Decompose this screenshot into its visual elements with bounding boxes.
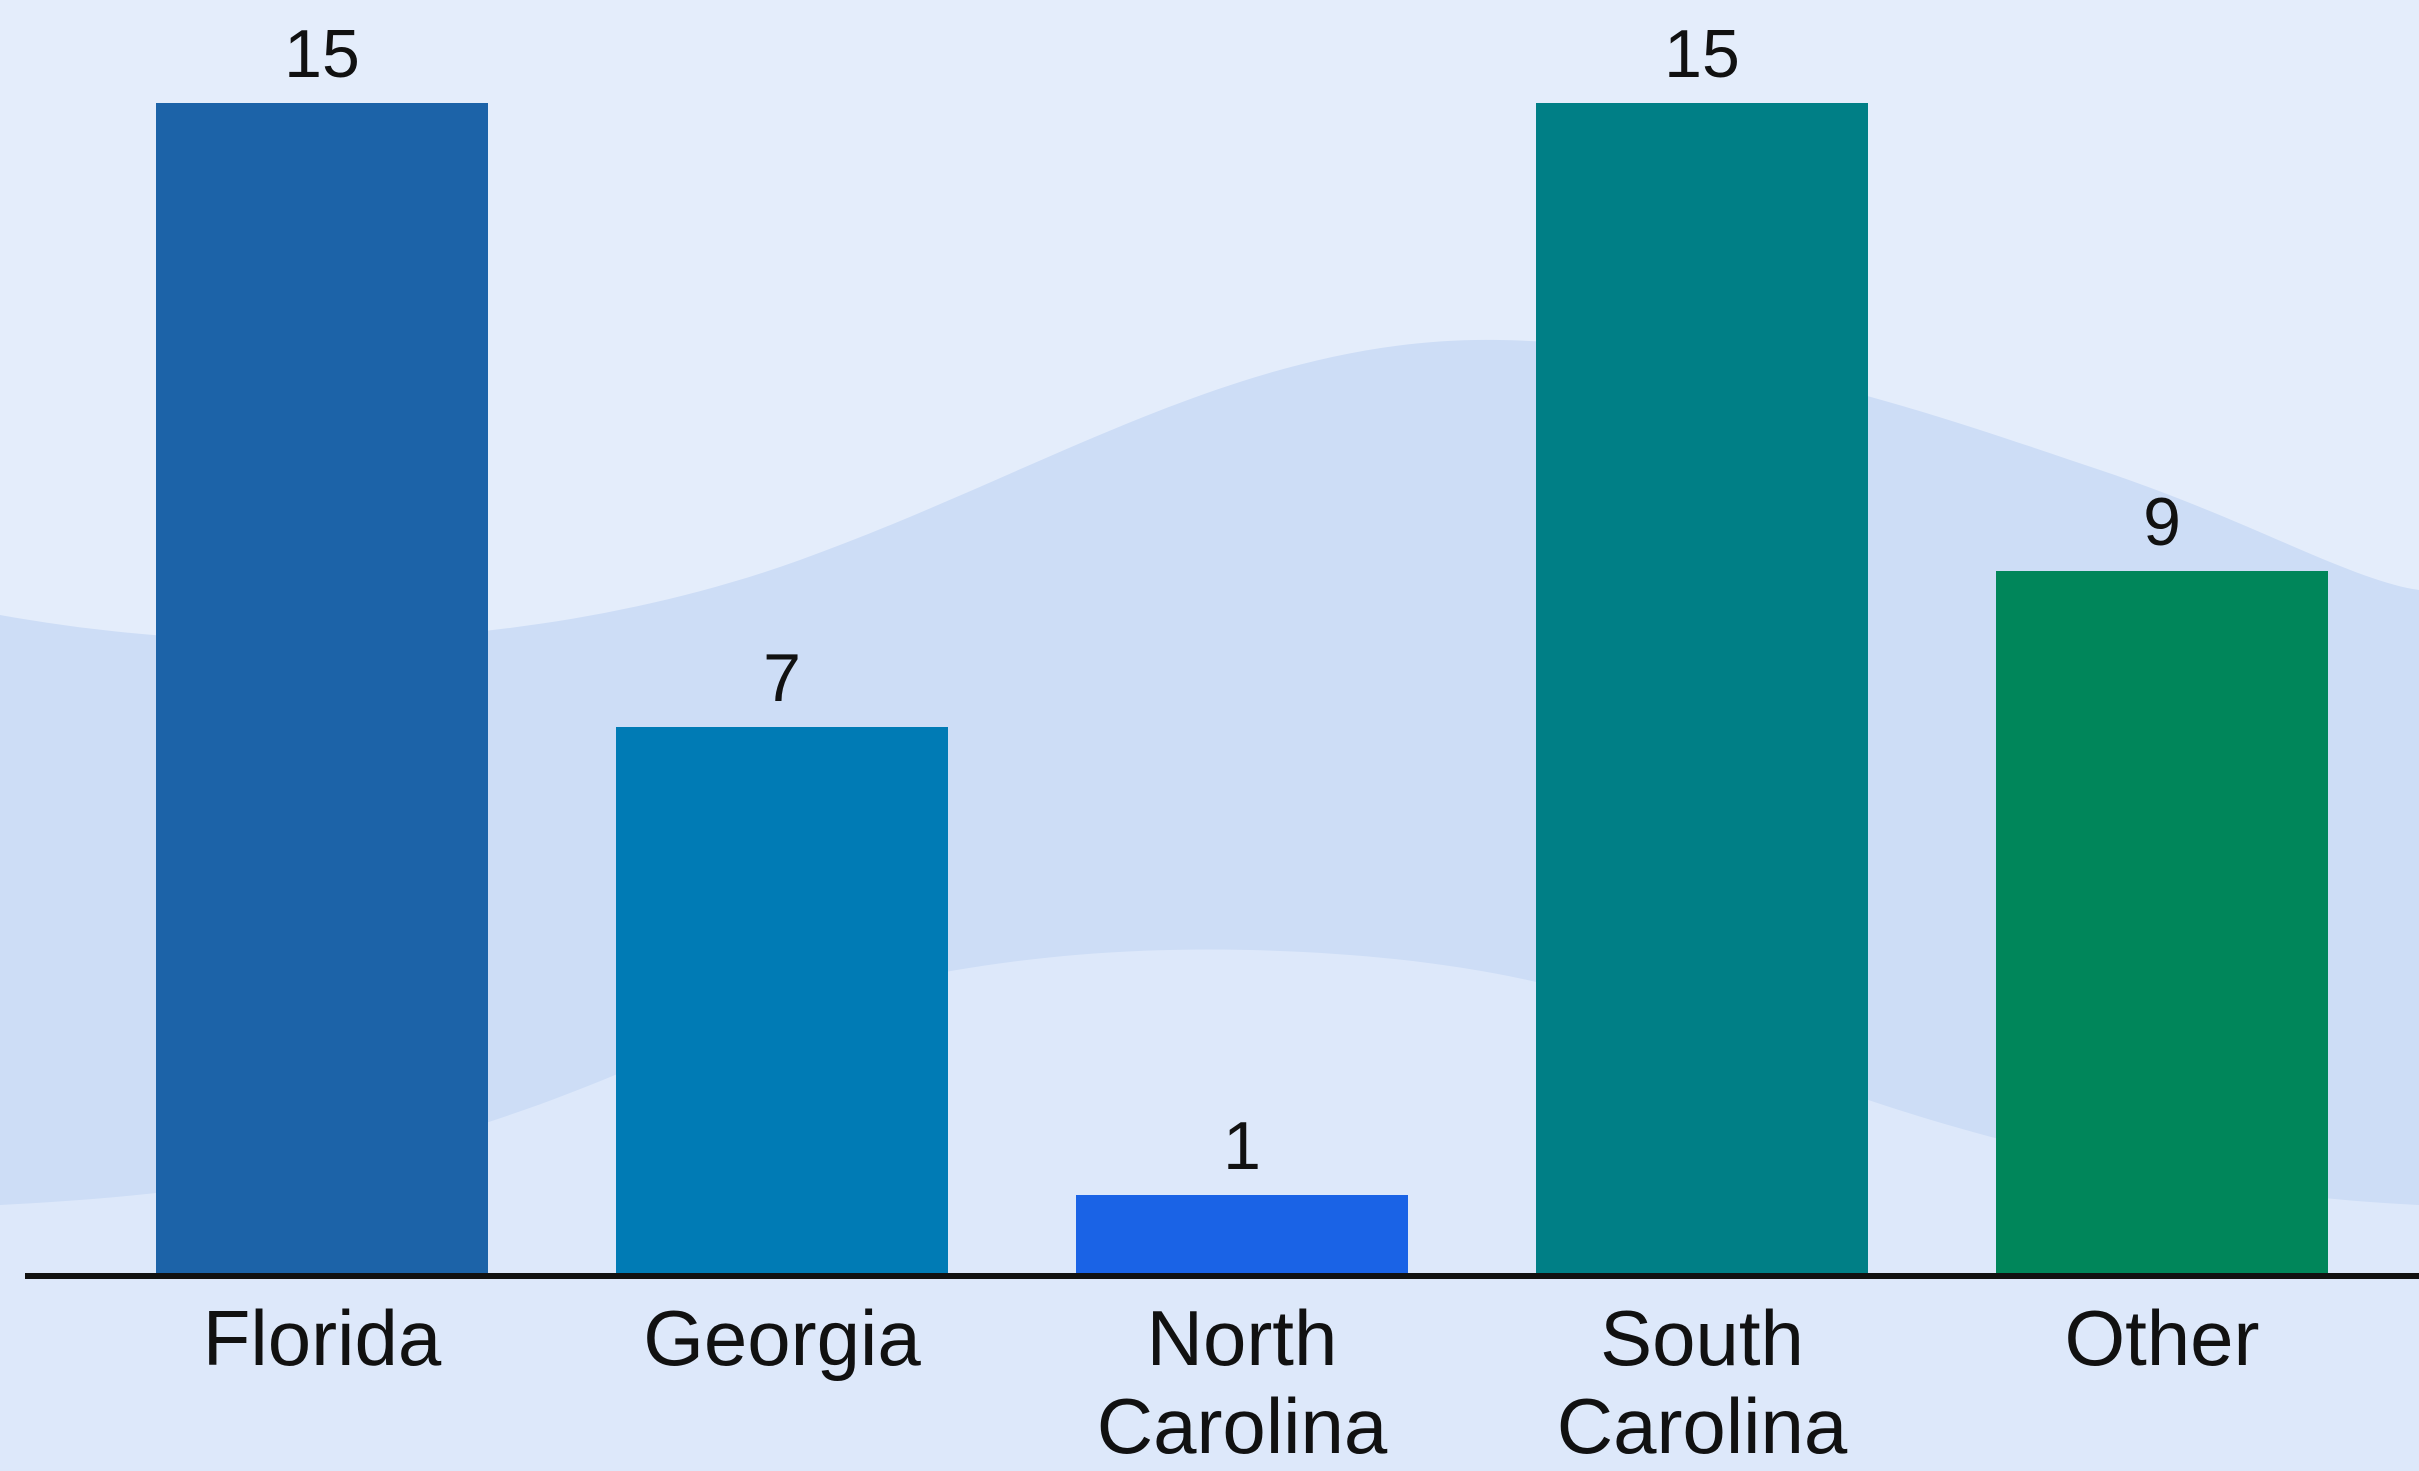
data-label-north-carolina: 1 bbox=[1223, 1108, 1261, 1184]
labels-layer: 15 Florida 7 Georgia 1 North Carolina 15 South Ca… bbox=[203, 16, 2260, 1470]
x-tick-label-north-carolina: North Carolina bbox=[1097, 1294, 1388, 1470]
bars-layer bbox=[156, 103, 2328, 1273]
data-label-georgia: 7 bbox=[763, 640, 801, 716]
x-tick-label-florida: Florida bbox=[203, 1294, 442, 1382]
bar-georgia bbox=[616, 727, 948, 1273]
x-tick-label-georgia: Georgia bbox=[643, 1294, 921, 1382]
bar-south-carolina bbox=[1536, 103, 1868, 1273]
data-label-florida: 15 bbox=[284, 16, 360, 92]
x-tick-label-south-carolina: South Carolina bbox=[1557, 1294, 1848, 1470]
bar-north-carolina bbox=[1076, 1195, 1408, 1273]
bar-other bbox=[1996, 571, 2328, 1273]
data-label-south-carolina: 15 bbox=[1664, 16, 1740, 92]
bar-florida bbox=[156, 103, 488, 1273]
x-tick-label-other: Other bbox=[2064, 1294, 2259, 1382]
data-label-other: 9 bbox=[2143, 484, 2181, 560]
